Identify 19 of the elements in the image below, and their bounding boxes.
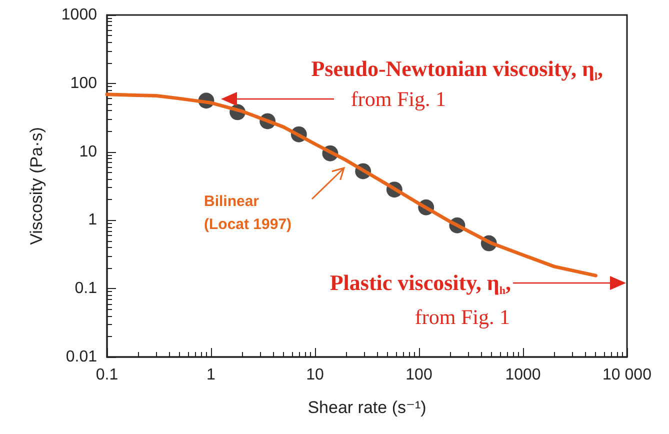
x-tick-label: 0.1 [96, 366, 118, 384]
annotation: from Fig. 1 [414, 305, 510, 329]
annotation: from Fig. 1 [350, 87, 446, 111]
y-tick-label: 1 [88, 212, 98, 229]
y-tick-label: 100 [70, 74, 98, 92]
annotation: Pseudo-Newtonian viscosity, η$_{l}$, [311, 56, 603, 83]
y-tick-label: 0.1 [74, 280, 98, 298]
y-tick-label: 1000 [61, 6, 98, 24]
x-tick-label: 1 [206, 366, 216, 384]
x-tick-label: 10 000 [602, 366, 652, 384]
x-tick-label: 1000 [505, 366, 541, 384]
y-tick-label: 0.01 [66, 348, 98, 366]
x-axis-title: Shear rate (s⁻¹) [308, 398, 426, 417]
text: Bilinear (Locat 1997) [204, 192, 293, 235]
annotation: Plastic viscosity, η$_{h}$, [330, 270, 511, 297]
x-tick-label: 100 [406, 366, 432, 384]
y-axis-title: Viscosity (Pa·s) [27, 127, 46, 245]
x-tick-label: 10 [306, 366, 324, 384]
y-tick-label: 10 [79, 143, 98, 160]
